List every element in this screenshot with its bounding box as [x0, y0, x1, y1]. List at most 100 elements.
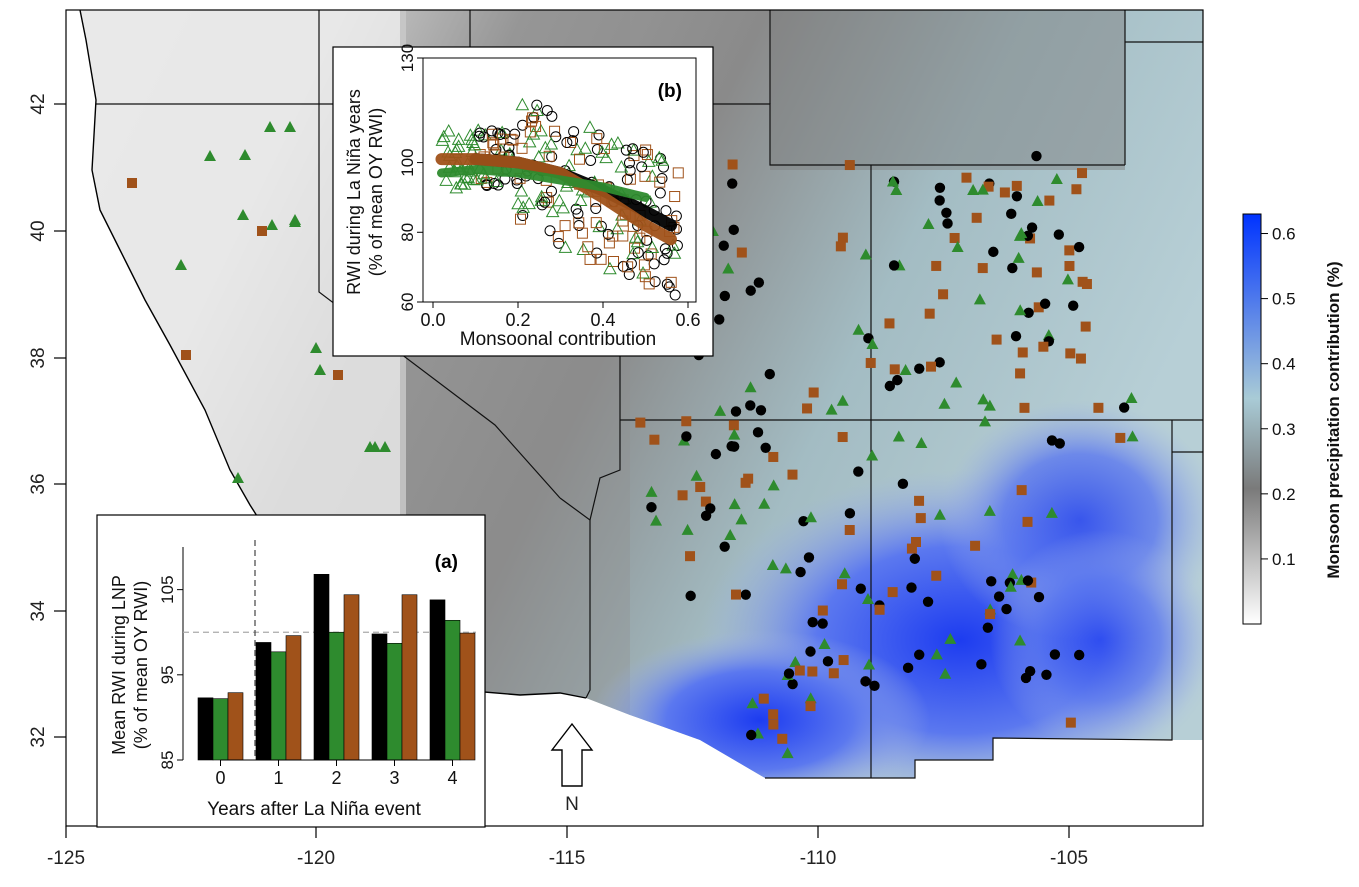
inset-b-point-green — [645, 169, 660, 182]
inset-b-x-tick-label: 0.0 — [420, 310, 445, 330]
inset-a-bar — [444, 619, 461, 761]
inset-b-point-green — [544, 136, 559, 150]
site-black-circle — [719, 290, 731, 302]
site-black-circle — [922, 596, 934, 607]
inset-b-point-green — [583, 120, 597, 133]
site-black-circle — [1039, 298, 1051, 309]
site-brown-square — [1077, 168, 1088, 179]
site-brown-square — [983, 181, 994, 192]
inset-b-point-black — [490, 144, 502, 156]
site-brown-square — [1081, 279, 1092, 290]
inset-b-point-green — [603, 261, 617, 275]
y-tick-label: 38 — [28, 347, 49, 368]
site-black-circle — [726, 440, 737, 452]
site-brown-square — [865, 357, 876, 368]
site-green-triangle — [804, 511, 817, 523]
inset-b-point-black — [509, 128, 521, 140]
inset-b-point-black — [642, 250, 654, 262]
site-black-circle — [714, 314, 725, 325]
inset-a-bar — [371, 633, 388, 761]
inset-b-point-black — [553, 237, 565, 249]
site-black-circle — [942, 218, 953, 229]
site-green-triangle — [977, 393, 990, 405]
site-green-triangle — [836, 394, 849, 406]
site-green-triangle — [681, 523, 694, 535]
inset-b-point-black — [517, 210, 529, 222]
site-brown-square — [844, 525, 855, 536]
site-green-triangle — [861, 593, 874, 605]
site-brown-square — [1038, 341, 1049, 352]
site-brown-square — [914, 495, 925, 506]
inset-b-point-green — [578, 141, 593, 154]
x-tick-label: -125 — [47, 848, 85, 869]
site-green-triangle — [930, 648, 943, 660]
site-black-circle — [745, 400, 756, 411]
inset-b-ylabel-line1: RWI during La Niña years — [344, 89, 364, 295]
site-green-triangle — [314, 364, 326, 375]
inset-b-point-black — [572, 208, 584, 220]
inset-b-point-black — [488, 178, 500, 190]
site-black-circle — [1118, 402, 1130, 413]
inset-b-trend-line — [437, 165, 650, 202]
site-brown-square — [887, 587, 898, 598]
site-green-triangle — [690, 469, 703, 481]
inset-b-point-black — [657, 161, 669, 173]
site-brown-square — [926, 361, 937, 372]
site-green-triangle — [789, 655, 802, 667]
inset-b-point-brown — [672, 167, 684, 179]
site-brown-square — [787, 469, 798, 480]
inset-b-point-black — [593, 129, 605, 141]
site-green-triangle — [289, 216, 301, 227]
site-brown-square — [931, 260, 942, 271]
inset-b-point-brown — [639, 271, 651, 283]
site-black-circle — [982, 622, 994, 633]
inset-b-point-green — [514, 183, 529, 197]
site-green-triangle — [714, 404, 727, 416]
site-black-circle — [976, 659, 987, 670]
site-black-circle — [934, 182, 946, 193]
site-brown-square — [1065, 717, 1076, 728]
site-black-circle — [710, 448, 722, 460]
y-tick-label: 34 — [28, 600, 49, 622]
inset-b-point-brown — [514, 213, 526, 225]
inset-b-point-brown — [488, 139, 500, 151]
site-black-circle — [1007, 262, 1018, 274]
site-brown-square — [985, 609, 996, 620]
inset-a-bar — [343, 594, 360, 761]
site-brown-square — [181, 350, 191, 360]
site-brown-square — [736, 247, 747, 258]
inset-b-point-brown — [552, 231, 564, 243]
inset-b-y-tick-label: 60 — [398, 293, 417, 312]
site-green-triangle — [735, 513, 748, 525]
site-black-circle — [803, 552, 815, 563]
inset-a-y-tick-label: 95 — [158, 665, 177, 684]
inset-b-point-brown — [549, 125, 561, 137]
site-brown-square — [837, 432, 848, 443]
site-black-circle — [934, 357, 945, 368]
inset-b-point-green — [526, 127, 541, 140]
site-brown-square — [844, 160, 855, 171]
inset-b-point-brown — [598, 143, 610, 155]
inset-a: 85 95 105 0 1 2 3 4 (a) Mean RWI during LNP (% … — [96, 514, 486, 828]
inset-b-point-green — [655, 153, 670, 166]
inset-b-point-green — [458, 170, 473, 183]
inset-b-point-green — [628, 230, 643, 243]
site-black-circle — [1022, 230, 1034, 242]
x-tick-label: -115 — [549, 848, 586, 869]
inset-b-point-black — [658, 254, 670, 266]
inset-b-point-green — [545, 204, 560, 218]
site-brown-square — [727, 159, 738, 170]
site-brown-square — [837, 232, 848, 243]
inset-b-xlabel: Monsoonal contribution — [460, 329, 656, 350]
inset-b-point-black — [544, 225, 556, 237]
site-black-circle — [934, 195, 945, 206]
site-green-triangle — [825, 403, 838, 415]
inset-b-point-brown — [486, 128, 498, 140]
inset-a-y-tick-label: 105 — [158, 575, 177, 603]
inset-b-point-green — [573, 193, 588, 207]
inset-b-point-green — [439, 173, 454, 186]
site-brown-square — [730, 589, 741, 600]
site-brown-square — [949, 232, 960, 243]
inset-b-point-black — [545, 185, 557, 197]
inset-b-plot: 60 80 100 130 0.0 0.2 0.4 0.6 — [398, 44, 701, 330]
